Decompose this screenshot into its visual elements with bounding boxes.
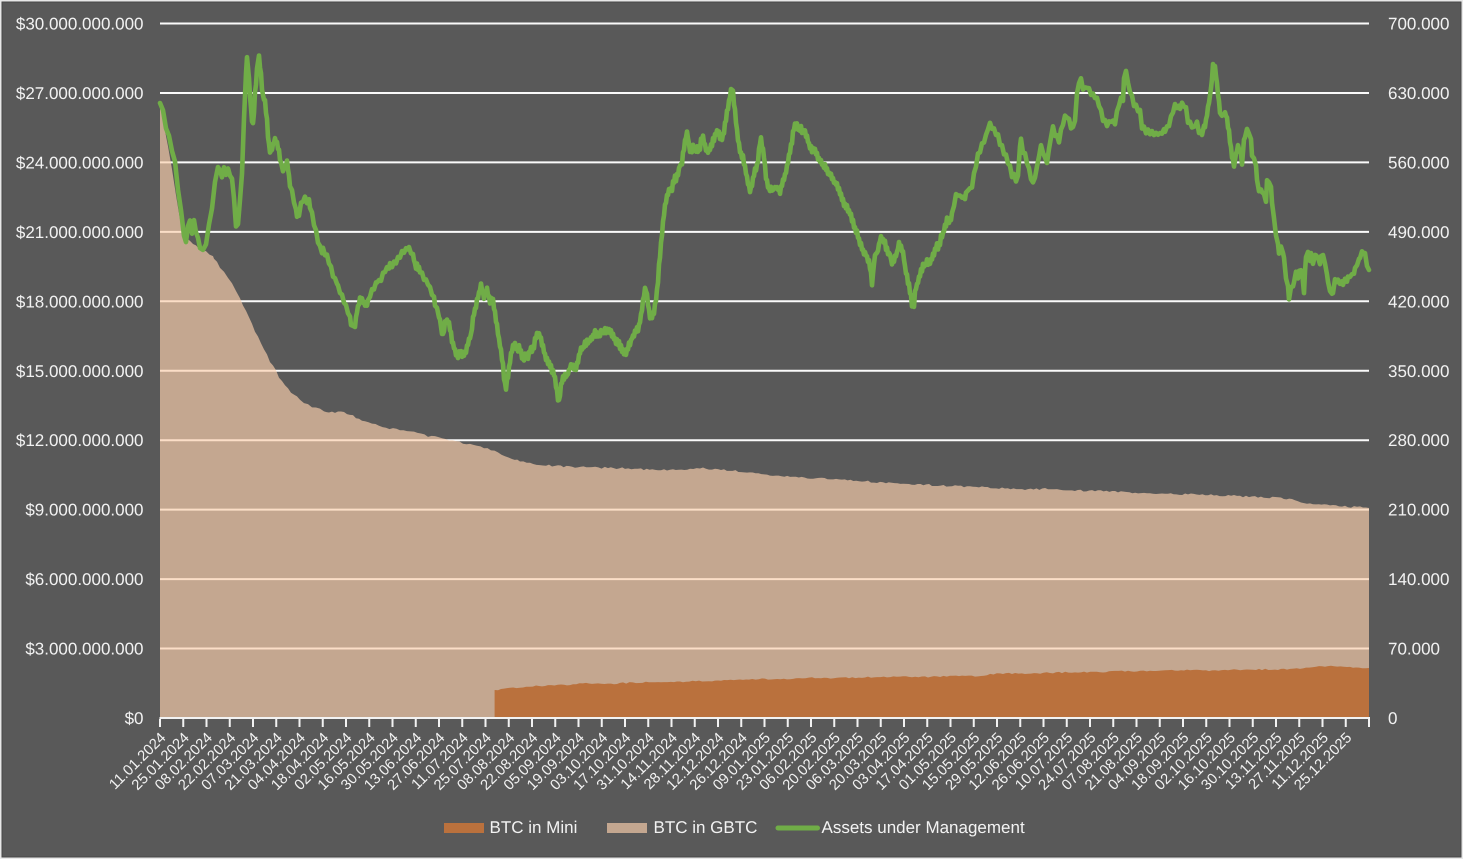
svg-text:210.000: 210.000 xyxy=(1388,501,1449,520)
svg-text:$6.000.000.000: $6.000.000.000 xyxy=(25,570,143,589)
svg-text:BTC in Mini: BTC in Mini xyxy=(490,818,578,837)
svg-text:280.000: 280.000 xyxy=(1388,431,1449,450)
svg-text:70.000: 70.000 xyxy=(1388,640,1440,659)
svg-text:$30.000.000.000: $30.000.000.000 xyxy=(16,15,144,34)
svg-text:560.000: 560.000 xyxy=(1388,153,1449,172)
svg-text:630.000: 630.000 xyxy=(1388,84,1449,103)
svg-text:$15.000.000.000: $15.000.000.000 xyxy=(16,362,144,381)
svg-text:0: 0 xyxy=(1388,709,1397,728)
svg-text:Assets under Management: Assets under Management xyxy=(822,818,1025,837)
svg-text:700.000: 700.000 xyxy=(1388,15,1449,34)
svg-text:420.000: 420.000 xyxy=(1388,292,1449,311)
svg-text:$0: $0 xyxy=(125,709,144,728)
svg-text:BTC in GBTC: BTC in GBTC xyxy=(654,818,758,837)
svg-text:$24.000.000.000: $24.000.000.000 xyxy=(16,153,144,172)
svg-text:$27.000.000.000: $27.000.000.000 xyxy=(16,84,144,103)
svg-text:490.000: 490.000 xyxy=(1388,223,1449,242)
svg-text:$12.000.000.000: $12.000.000.000 xyxy=(16,431,144,450)
svg-text:140.000: 140.000 xyxy=(1388,570,1449,589)
svg-text:$9.000.000.000: $9.000.000.000 xyxy=(25,501,143,520)
svg-text:$21.000.000.000: $21.000.000.000 xyxy=(16,223,144,242)
svg-text:$3.000.000.000: $3.000.000.000 xyxy=(25,640,143,659)
svg-text:350.000: 350.000 xyxy=(1388,362,1449,381)
svg-text:$18.000.000.000: $18.000.000.000 xyxy=(16,292,144,311)
